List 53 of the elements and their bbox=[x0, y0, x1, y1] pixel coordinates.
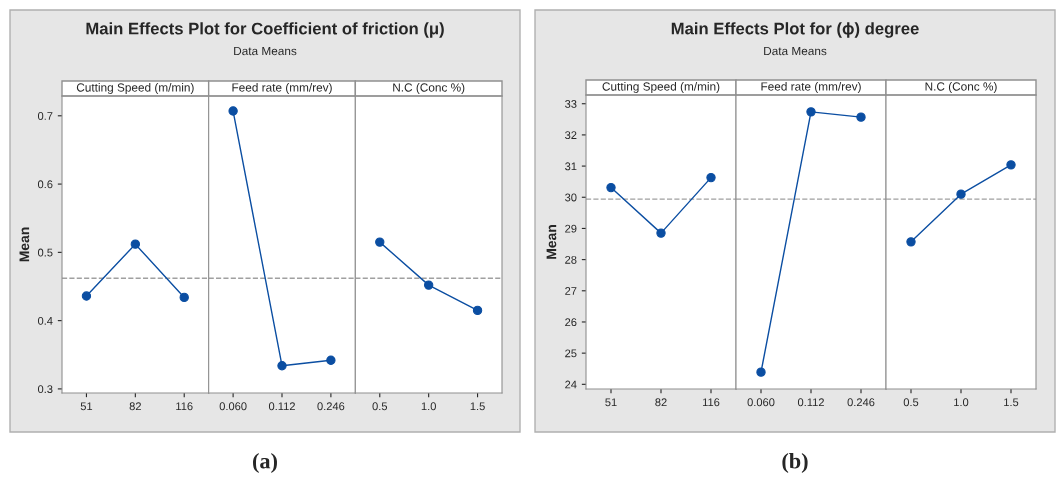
text: Main Effects Plot for Coefficient of friction (μ) bbox=[86, 22, 444, 38]
x-tick-label: 0.060 bbox=[219, 402, 247, 411]
y-tick-label: 28 bbox=[565, 255, 577, 264]
text: (a) bbox=[253, 452, 277, 474]
y-axis-title: Mean bbox=[19, 227, 30, 262]
chart-title: Cutting Speed (m/min) bbox=[602, 82, 720, 93]
text: Main Effects Plot for (ϕ) degree bbox=[671, 22, 919, 38]
x-tick-label: 1.5 bbox=[470, 402, 485, 411]
y-axis-title: Mean bbox=[546, 225, 557, 259]
point bbox=[130, 239, 141, 249]
chart-title: Feed rate (mm/rev) bbox=[761, 82, 861, 93]
y-tick-label: 31 bbox=[565, 162, 577, 171]
point bbox=[656, 228, 666, 238]
text: Data Means bbox=[234, 46, 297, 56]
point bbox=[81, 291, 92, 301]
x-tick-label: 0.112 bbox=[268, 402, 295, 411]
chart-title: N.C (Conc %) bbox=[393, 83, 465, 94]
chart-title: Cutting Speed (m/min) bbox=[76, 83, 194, 94]
x-tick-label: 82 bbox=[129, 402, 141, 411]
x-tick-label: 116 bbox=[176, 402, 193, 411]
point bbox=[606, 182, 616, 193]
x-tick-label: 1.0 bbox=[954, 398, 969, 407]
y-tick-label: 0.5 bbox=[37, 248, 53, 257]
point bbox=[179, 292, 189, 303]
y-tick-label: 24 bbox=[565, 380, 577, 389]
point bbox=[706, 172, 716, 183]
text: Data Means bbox=[764, 46, 827, 56]
x-tick-label: 0.5 bbox=[903, 398, 919, 407]
x-tick-label: 82 bbox=[655, 398, 667, 407]
x-tick-label: 0.246 bbox=[317, 402, 345, 411]
x-tick-label: 0.246 bbox=[847, 398, 875, 407]
y-tick-label: 0.3 bbox=[37, 385, 53, 394]
x-tick-label: 51 bbox=[605, 398, 617, 407]
x-tick-label: 116 bbox=[702, 398, 720, 407]
x-tick-label: 1.5 bbox=[1004, 398, 1019, 407]
y-tick-label: 0.6 bbox=[37, 180, 53, 189]
y-tick-label: 0.4 bbox=[37, 316, 53, 325]
chart-title: Feed rate (mm/rev) bbox=[232, 83, 332, 94]
y-tick-label: 30 bbox=[565, 193, 577, 202]
x-tick-label: 51 bbox=[80, 402, 93, 411]
y-tick-label: 32 bbox=[565, 131, 577, 140]
y-tick-label: 0.7 bbox=[37, 112, 53, 120]
y-tick-label: 26 bbox=[565, 318, 577, 327]
chart-title: N.C (Conc %) bbox=[925, 82, 997, 93]
y-tick-label: 25 bbox=[565, 349, 577, 358]
x-tick-label: 1.0 bbox=[421, 402, 436, 411]
y-tick-label: 33 bbox=[565, 100, 577, 108]
x-tick-label: 0.112 bbox=[797, 398, 824, 407]
x-tick-label: 0.060 bbox=[747, 398, 775, 407]
y-tick-label: 29 bbox=[565, 224, 577, 233]
text: (b) bbox=[782, 452, 808, 474]
x-tick-label: 0.5 bbox=[372, 402, 388, 411]
y-tick-label: 27 bbox=[565, 287, 577, 295]
